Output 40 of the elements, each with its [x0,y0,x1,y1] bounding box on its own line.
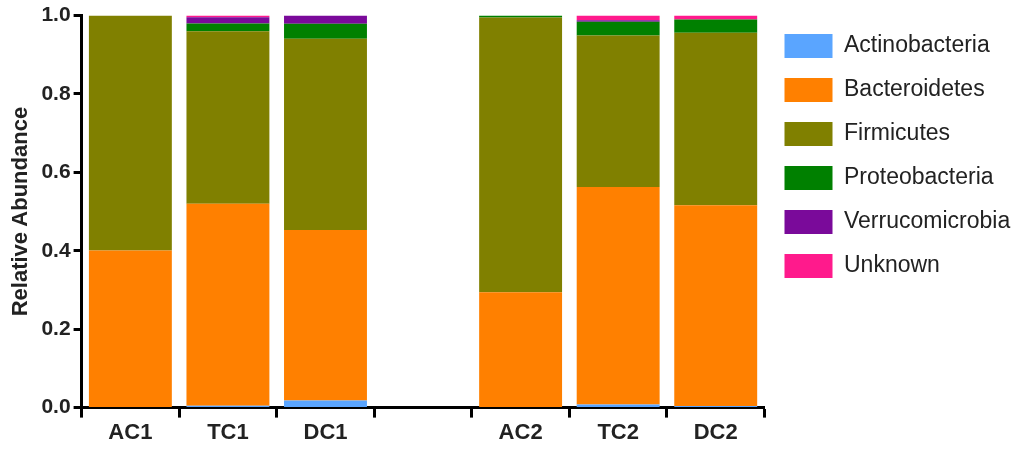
bar [479,292,563,408]
legend-label: Bacteroidetes [844,75,985,102]
legend-label: Unknown [844,251,940,278]
bar [284,230,367,401]
bar [88,250,172,408]
y-tick-label: 0.6 [41,159,71,183]
y-tick-label: 0.8 [41,80,71,104]
legend-label: Firmicutes [844,119,951,146]
bar [576,404,660,408]
x-tick-label: TC2 [597,418,639,444]
bar [674,15,758,20]
bar [88,15,172,251]
bar [674,32,758,206]
y-tick-label: 0.4 [41,237,71,261]
x-tick-label: TC1 [207,418,249,444]
bar [284,15,367,24]
bar [576,186,660,405]
bar [479,17,563,293]
legend-label: Verrucomicrobia [844,207,1011,234]
x-tick-label: DC2 [693,418,738,444]
y-axis-title: Relative Abundance [7,106,33,317]
bar [284,400,367,408]
bar [284,23,367,39]
bar [576,21,660,36]
legend-label: Actinobacteria [844,31,990,58]
y-tick-label: 1.0 [41,2,71,26]
bar [186,17,270,24]
bar [186,203,270,406]
bar [284,38,367,231]
y-tick-label: 0.0 [41,394,71,418]
bar [674,19,758,33]
legend-label: Proteobacteria [844,163,994,190]
bar [186,31,270,204]
x-tick-label: DC1 [303,418,348,444]
bar [576,35,660,187]
y-tick-label: 0.2 [41,316,71,339]
bar [674,205,758,407]
x-tick-label: AC2 [498,418,543,444]
x-tick-label: AC1 [108,418,153,444]
bar [186,23,270,32]
